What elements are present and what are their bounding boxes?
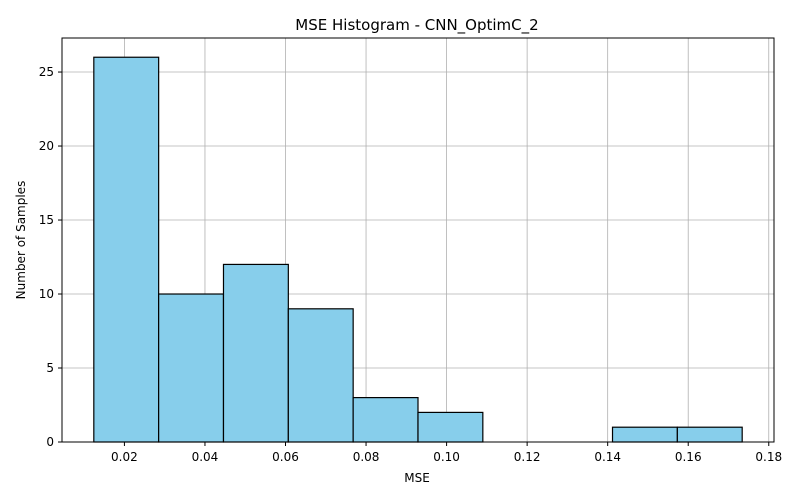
x-axis-ticks: 0.02 0.04 0.06 0.08 0.10 0.12 0.14 0.16 0.18 xyxy=(111,442,782,464)
x-tick-label: 0.18 xyxy=(755,450,782,464)
y-axis-label: Number of Samples xyxy=(14,181,28,300)
y-tick-label: 5 xyxy=(46,361,54,375)
histogram-bar xyxy=(676,426,743,443)
histogram-bar xyxy=(93,56,160,443)
x-axis-label: MSE xyxy=(404,471,430,485)
plot-frame xyxy=(61,37,775,443)
y-tick-label: 15 xyxy=(39,213,54,227)
x-tick-label: 0.14 xyxy=(594,450,621,464)
histogram-bar xyxy=(287,308,354,443)
histogram-bar xyxy=(158,293,225,443)
y-tick-label: 20 xyxy=(39,139,54,153)
x-tick-label: 0.04 xyxy=(192,450,219,464)
histogram-bar xyxy=(611,426,678,443)
x-tick-label: 0.06 xyxy=(272,450,299,464)
y-axis-ticks: 0 5 10 15 20 25 xyxy=(39,65,62,449)
histogram-bar xyxy=(222,263,289,443)
x-tick-label: 0.08 xyxy=(353,450,380,464)
bars xyxy=(93,56,743,443)
histogram-bar xyxy=(417,411,484,443)
y-tick-label: 0 xyxy=(46,435,54,449)
x-tick-label: 0.12 xyxy=(514,450,541,464)
y-tick-label: 10 xyxy=(39,287,54,301)
x-tick-label: 0.02 xyxy=(111,450,138,464)
x-tick-label: 0.16 xyxy=(675,450,702,464)
histogram-bar xyxy=(352,397,419,443)
y-tick-label: 25 xyxy=(39,65,54,79)
x-tick-label: 0.10 xyxy=(433,450,460,464)
chart-title: MSE Histogram - CNN_OptimC_2 xyxy=(295,16,538,35)
